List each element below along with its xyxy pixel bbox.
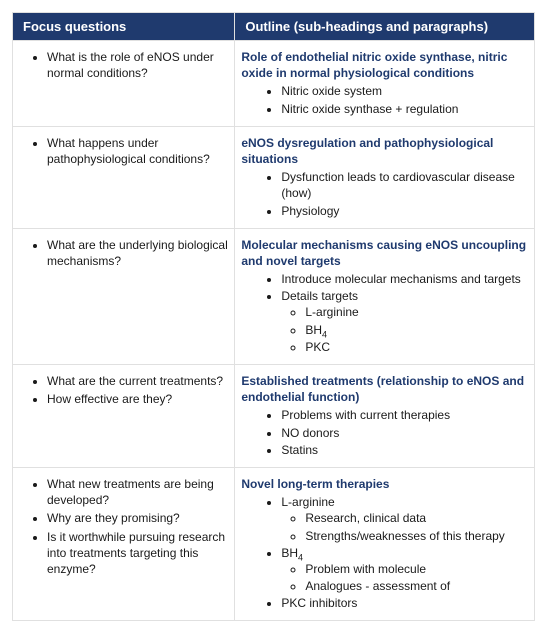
- outline-item: PKC inhibitors: [281, 595, 528, 611]
- outline-item: NO donors: [281, 425, 528, 441]
- outline-item-text: Research, clinical data: [305, 511, 426, 525]
- outline-item-text: Physiology: [281, 204, 339, 218]
- outline-item: L-arginine Research, clinical data Strengt…: [281, 494, 528, 544]
- outline-item-text: Problem with molecule: [305, 562, 426, 576]
- outline-list: Problems with current therapies NO donors…: [241, 407, 528, 458]
- outline-item-text: Nitric oxide system: [281, 84, 382, 98]
- outline-item: Problems with current therapies: [281, 407, 528, 423]
- outline-item-text: PKC: [305, 340, 330, 354]
- outline-sublist: Problem with molecule Analogues - assessm…: [281, 561, 528, 594]
- focus-cell: What new treatments are being developed?…: [13, 467, 235, 621]
- outline-item: Strengths/weaknesses of this therapy: [305, 528, 528, 544]
- outline-item: Physiology: [281, 203, 528, 219]
- outline-item-text: Nitric oxide synthase + regulation: [281, 102, 458, 116]
- header-outline: Outline (sub-headings and paragraphs): [235, 13, 535, 41]
- outline-item-text: Dysfunction leads to cardiovascular dise…: [281, 170, 514, 200]
- outline-cell: Role of endothelial nitric oxide synthas…: [235, 41, 535, 127]
- focus-cell: What are the current treatments? How effe…: [13, 365, 235, 468]
- focus-list: What is the role of eNOS under normal co…: [19, 49, 228, 81]
- outline-heading: eNOS dysregulation and pathophysiologica…: [241, 135, 528, 167]
- outline-item: PKC: [305, 339, 528, 355]
- table-row: What is the role of eNOS under normal co…: [13, 41, 535, 127]
- outline-item-text: Details targets: [281, 289, 358, 303]
- outline-item-text: Problems with current therapies: [281, 408, 450, 422]
- outline-item-text: L-arginine: [281, 495, 334, 509]
- table-row: What are the underlying biological mecha…: [13, 228, 535, 364]
- outline-heading: Established treatments (relationship to …: [241, 373, 528, 405]
- outline-item: Dysfunction leads to cardiovascular dise…: [281, 169, 528, 201]
- outline-cell: Novel long-term therapiesL-arginineResea…: [235, 467, 535, 621]
- outline-cell: eNOS dysregulation and pathophysiologica…: [235, 126, 535, 228]
- focus-cell: What happens under pathophysiological co…: [13, 126, 235, 228]
- focus-question: What new treatments are being developed?: [47, 476, 228, 508]
- outline-item-text: L-arginine: [305, 305, 358, 319]
- outline-heading: Novel long-term therapies: [241, 476, 528, 492]
- focus-cell: What is the role of eNOS under normal co…: [13, 41, 235, 127]
- outline-item-text: Strengths/weaknesses of this therapy: [305, 529, 504, 543]
- focus-question: Is it worthwhile pursuing research into …: [47, 529, 228, 578]
- outline-list: Introduce molecular mechanisms and targe…: [241, 271, 528, 355]
- focus-question: What are the underlying biological mecha…: [47, 237, 228, 269]
- header-focus: Focus questions: [13, 13, 235, 41]
- outline-heading: Role of endothelial nitric oxide synthas…: [241, 49, 528, 81]
- focus-question: Why are they promising?: [47, 510, 228, 526]
- focus-question: What are the current treatments?: [47, 373, 228, 389]
- outline-heading: Molecular mechanisms causing eNOS uncoup…: [241, 237, 528, 269]
- outline-item: Nitric oxide synthase + regulation: [281, 101, 528, 117]
- table-row: What are the current treatments? How effe…: [13, 365, 535, 468]
- focus-question: What is the role of eNOS under normal co…: [47, 49, 228, 81]
- outline-item: BH4Problem with molecule Analogues - asse…: [281, 545, 528, 595]
- outline-item: Details targets L-arginine BH4 PKC: [281, 288, 528, 355]
- outline-list: Dysfunction leads to cardiovascular dise…: [241, 169, 528, 219]
- outline-item: Analogues - assessment of: [305, 578, 528, 594]
- outline-item-text: Analogues - assessment of: [305, 579, 450, 593]
- outline-item-text: Statins: [281, 443, 318, 457]
- outline-sublist: L-arginine BH4 PKC: [281, 304, 528, 355]
- header-row: Focus questions Outline (sub-headings an…: [13, 13, 535, 41]
- focus-question: What happens under pathophysiological co…: [47, 135, 228, 167]
- outline-cell: Molecular mechanisms causing eNOS uncoup…: [235, 228, 535, 364]
- focus-cell: What are the underlying biological mecha…: [13, 228, 235, 364]
- outline-item-text: Introduce molecular mechanisms and targe…: [281, 272, 520, 286]
- outline-item: Problem with molecule: [305, 561, 528, 577]
- table-row: What happens under pathophysiological co…: [13, 126, 535, 228]
- focus-list: What are the current treatments? How effe…: [19, 373, 228, 407]
- outline-sublist: Research, clinical data Strengths/weaknes…: [281, 510, 528, 543]
- outline-item: Nitric oxide system: [281, 83, 528, 99]
- outline-list: L-arginine Research, clinical data Strengt…: [241, 494, 528, 611]
- outline-item-text: NO donors: [281, 426, 339, 440]
- focus-question: How effective are they?: [47, 391, 228, 407]
- outline-item: BH4: [305, 322, 528, 338]
- focus-list: What are the underlying biological mecha…: [19, 237, 228, 269]
- focus-list: What happens under pathophysiological co…: [19, 135, 228, 167]
- outline-item: Research, clinical data: [305, 510, 528, 526]
- outline-cell: Established treatments (relationship to …: [235, 365, 535, 468]
- outline-item-text: BH4: [281, 546, 303, 560]
- focus-list: What new treatments are being developed?…: [19, 476, 228, 577]
- outline-item: L-arginine: [305, 304, 528, 320]
- outline-item-text: PKC inhibitors: [281, 596, 357, 610]
- content-table: Focus questions Outline (sub-headings an…: [12, 12, 535, 621]
- outline-item-text: BH4: [305, 323, 327, 337]
- outline-item: Introduce molecular mechanisms and targe…: [281, 271, 528, 287]
- outline-item: Statins: [281, 442, 528, 458]
- outline-list: Nitric oxide system Nitric oxide synthase…: [241, 83, 528, 116]
- table-row: What new treatments are being developed?…: [13, 467, 535, 621]
